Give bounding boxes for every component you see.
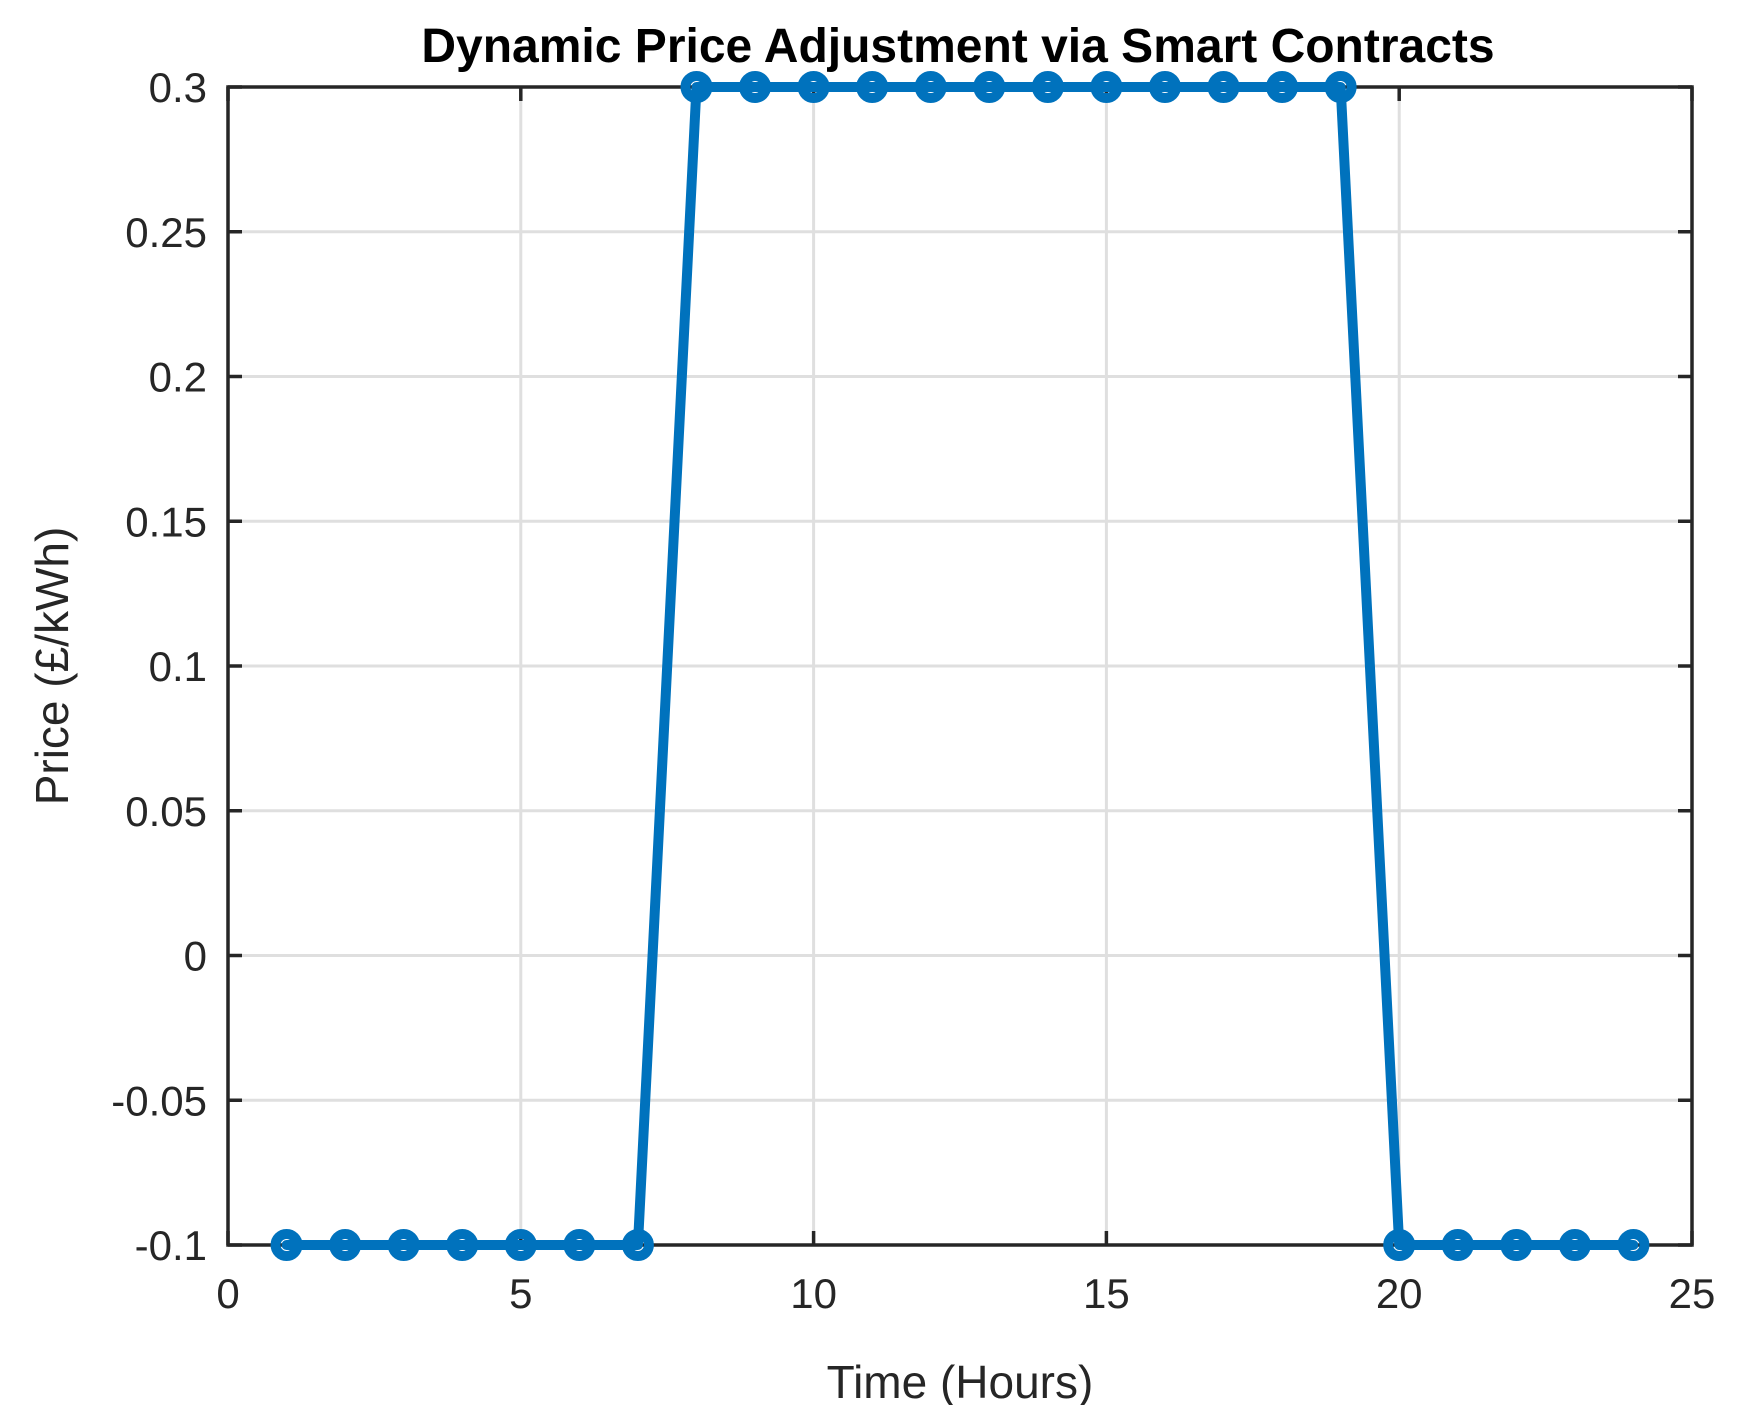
data-point-marker <box>680 71 713 103</box>
data-point-marker <box>504 1229 537 1261</box>
data-point-marker <box>329 1229 362 1261</box>
tick-labels: 0 5 10 15 20 25 -0.1 -0.05 0 0.05 0.1 0.15 0.2 0.25 0.… <box>111 64 1715 1317</box>
data-point-marker <box>1558 1229 1591 1261</box>
y-tick-label: 0 <box>184 933 207 980</box>
data-point-marker <box>797 71 830 103</box>
y-tick-label: 0.05 <box>125 788 207 835</box>
data-point-marker <box>1324 71 1357 103</box>
data-point-marker <box>739 71 772 103</box>
data-point-marker <box>973 71 1006 103</box>
data-point-marker <box>1207 71 1240 103</box>
y-tick-label: 0.3 <box>149 64 207 111</box>
data-point-marker <box>270 1229 303 1261</box>
data-point-marker <box>1383 1229 1416 1261</box>
data-point-marker <box>1090 71 1123 103</box>
y-tick-label: 0.1 <box>149 643 207 690</box>
data-point-marker <box>856 71 889 103</box>
data-point-marker <box>563 1229 596 1261</box>
data-point-marker <box>446 1229 479 1261</box>
y-axis-label: Price (£/kWh) <box>26 527 78 806</box>
y-tick-label: -0.05 <box>111 1077 207 1124</box>
data-point-marker <box>387 1229 420 1261</box>
x-tick-label: 0 <box>216 1270 239 1317</box>
x-axis-label: Time (Hours) <box>827 1356 1094 1405</box>
data-point-marker <box>1441 1229 1474 1261</box>
x-tick-label: 25 <box>1669 1270 1716 1317</box>
x-tick-label: 10 <box>790 1270 837 1317</box>
x-tick-label: 20 <box>1376 1270 1423 1317</box>
y-tick-label: 0.15 <box>125 498 207 545</box>
data-point-marker <box>1148 71 1181 103</box>
data-point-marker <box>1031 71 1064 103</box>
data-point-marker <box>1266 71 1299 103</box>
data-series-price <box>270 71 1650 1261</box>
x-tick-label: 15 <box>1083 1270 1130 1317</box>
data-point-marker <box>621 1229 654 1261</box>
chart-title: Dynamic Price Adjustment via Smart Contr… <box>421 20 1494 73</box>
y-tick-label: -0.1 <box>135 1222 207 1269</box>
data-point-marker <box>1500 1229 1533 1261</box>
gridlines <box>228 87 1692 1245</box>
x-tick-label: 5 <box>509 1270 532 1317</box>
data-point-marker <box>914 71 947 103</box>
y-tick-label: 0.25 <box>125 209 207 256</box>
data-point-marker <box>1617 1229 1650 1261</box>
y-tick-label: 0.2 <box>149 354 207 401</box>
